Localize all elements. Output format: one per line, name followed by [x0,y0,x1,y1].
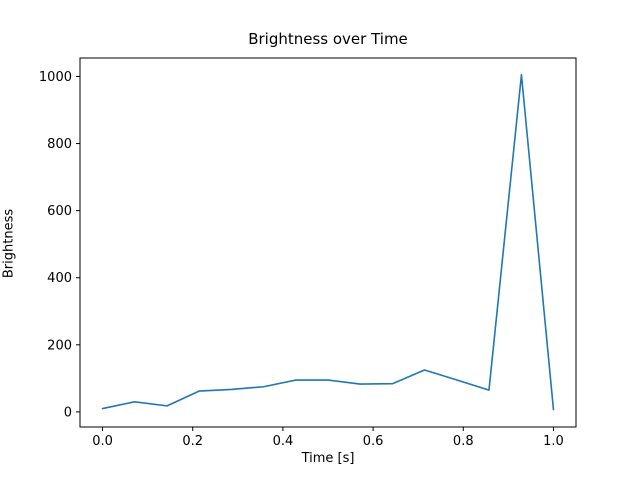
x-axis-label: Time [s] [301,451,355,466]
y-tick-label: 200 [47,338,72,353]
y-tick-label: 1000 [39,70,72,85]
chart-title: Brightness over Time [248,30,408,48]
data-line [101,73,555,411]
x-tick-label: 1.0 [543,434,564,449]
axes-frame [79,57,577,428]
y-tick-label: 800 [47,137,72,152]
x-tick-label: 0.8 [453,434,474,449]
x-tick-label: 0.6 [363,434,384,449]
y-tick-label: 600 [47,204,72,219]
y-tick-label: 400 [47,271,72,286]
y-tick-label: 0 [64,405,72,420]
x-tick-label: 0.4 [273,434,294,449]
x-tick-label: 0.2 [182,434,203,449]
x-tick-label: 0.0 [92,434,113,449]
